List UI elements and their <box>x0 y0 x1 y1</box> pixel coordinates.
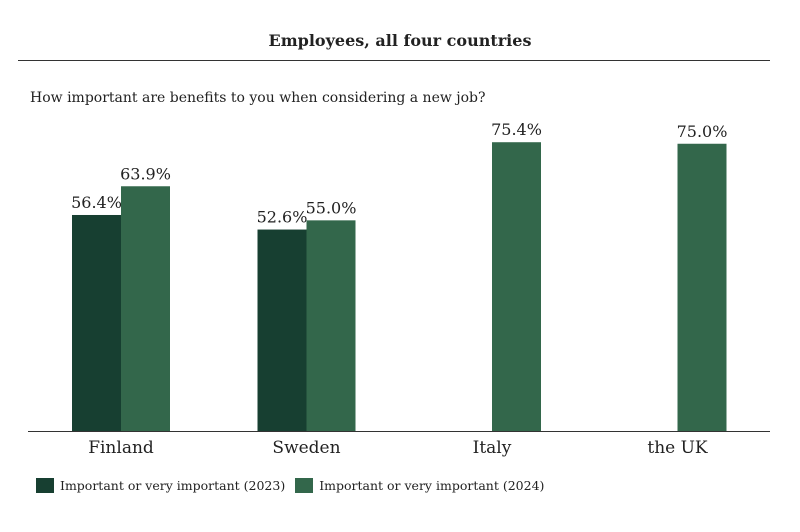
legend-item-2024: Important or very important (2024) <box>295 478 544 493</box>
legend: Important or very important (2023) Impor… <box>36 478 554 493</box>
bar-sweden-1 <box>306 220 356 431</box>
title-divider <box>18 60 770 61</box>
data-label: 55.0% <box>306 198 357 217</box>
chart-subtitle: How important are benefits to you when c… <box>30 90 486 106</box>
data-label: 56.4% <box>71 193 122 212</box>
data-label: 52.6% <box>257 208 308 227</box>
bar-finland-1 <box>121 186 170 431</box>
data-label: 63.9% <box>120 164 171 183</box>
bar-the-uk-1 <box>677 143 727 431</box>
legend-swatch-2023 <box>36 478 54 493</box>
bar-sweden-0 <box>257 229 307 431</box>
bar-italy-1 <box>492 142 541 431</box>
x-tick-label: Finland <box>88 438 154 458</box>
x-tick-label: Sweden <box>272 438 340 458</box>
legend-label-2023: Important or very important (2023) <box>60 478 286 493</box>
x-tick-label: the UK <box>647 438 708 458</box>
x-tick-label: Italy <box>473 438 512 458</box>
legend-swatch-2024 <box>295 478 314 493</box>
legend-item-2023: Important or very important (2023) <box>36 478 285 493</box>
bar-finland-0 <box>72 214 121 431</box>
data-label: 75.4% <box>491 120 542 139</box>
chart-title: Employees, all four countries <box>268 31 532 50</box>
legend-label-2024: Important or very important (2024) <box>319 478 545 493</box>
data-label: 75.0% <box>677 122 728 141</box>
